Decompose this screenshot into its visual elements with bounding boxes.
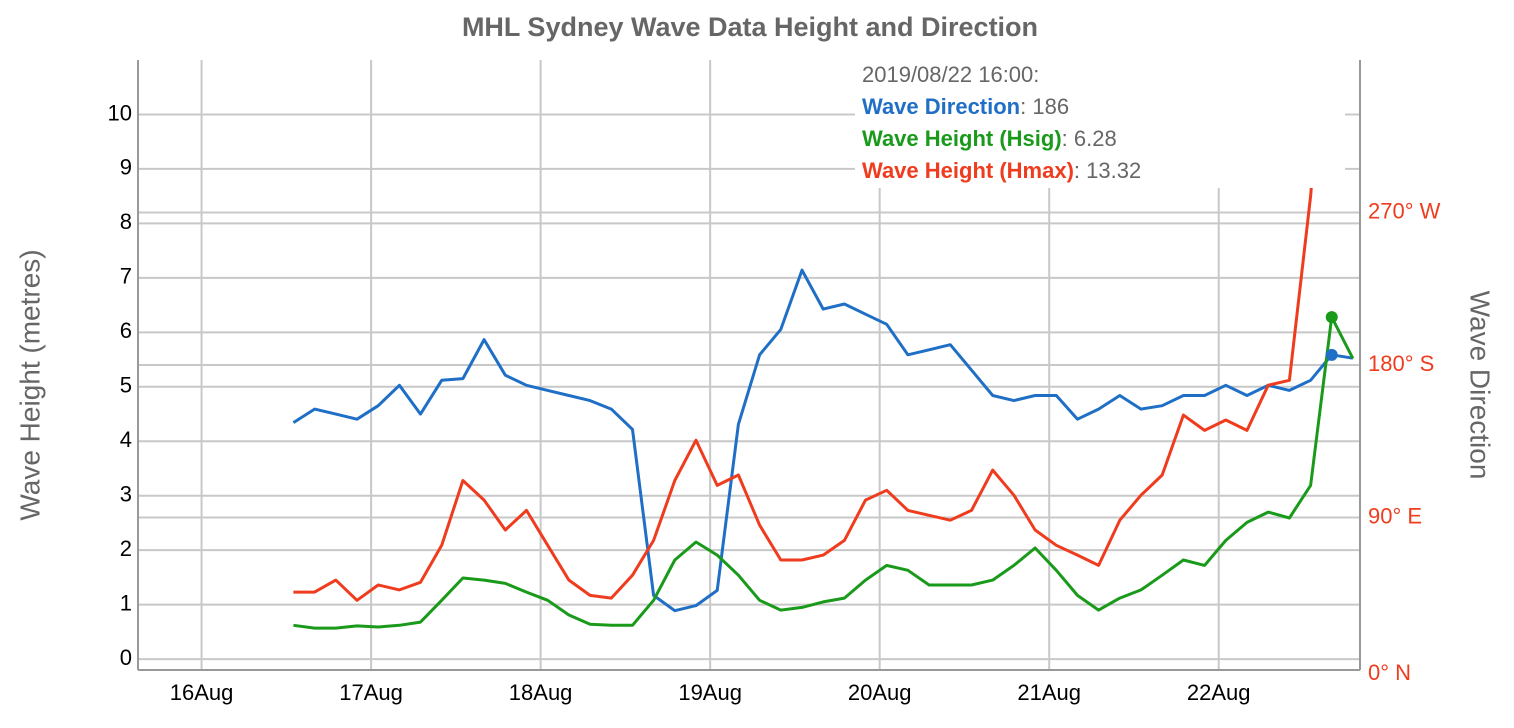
- tooltip-separator: :: [1074, 158, 1086, 183]
- y2-tick-label: 180° S: [1368, 351, 1434, 376]
- y-tick-label: 5: [120, 373, 132, 398]
- x-tick-label: 17Aug: [339, 680, 403, 705]
- y2-tick-label: 0° N: [1368, 660, 1411, 685]
- y-axis-title: Wave Height (metres): [14, 249, 45, 520]
- y-tick-label: 0: [120, 645, 132, 670]
- tooltip-entry: Wave Height (Hsig): 6.28: [862, 126, 1117, 151]
- tooltip-value: 186: [1032, 94, 1069, 119]
- plot-area: [292, 60, 1355, 630]
- y-tick-label: 6: [120, 318, 132, 343]
- chart-title: MHL Sydney Wave Data Height and Directio…: [462, 12, 1038, 42]
- series-line: [293, 315, 1355, 630]
- tooltip-separator: :: [1020, 94, 1032, 119]
- tooltip-series-name: Wave Height (Hsig): [862, 126, 1062, 151]
- tooltip-separator: :: [1062, 126, 1074, 151]
- y-tick-label: 2: [120, 536, 132, 561]
- series-line: [293, 60, 1324, 602]
- tooltip-series-name: Wave Direction: [862, 94, 1020, 119]
- axes: 0 1 2 3 4 5 6 7 8 9 10 0° N 90° E 180° S 270° W 16Aug 17…: [108, 60, 1441, 705]
- y-tick-label: 1: [120, 590, 132, 615]
- tooltip-series-name: Wave Height (Hmax): [862, 158, 1074, 183]
- y-tick-label: 8: [120, 209, 132, 234]
- y-tick-label: 7: [120, 264, 132, 289]
- y-tick-label: 3: [120, 482, 132, 507]
- series-line: [292, 268, 1354, 613]
- y2-tick-label: 90° E: [1368, 503, 1422, 528]
- x-tick-label: 19Aug: [678, 680, 742, 705]
- y-tick-label: 10: [108, 100, 132, 125]
- tooltip-value: 13.32: [1086, 158, 1141, 183]
- x-tick-label: 16Aug: [170, 680, 234, 705]
- x-tick-label: 20Aug: [848, 680, 912, 705]
- y2-tick-label: 270° W: [1368, 198, 1441, 223]
- tooltip-title: 2019/08/22 16:00:: [862, 62, 1039, 87]
- tooltip-entry: Wave Height (Hmax): 13.32: [862, 158, 1141, 183]
- x-tick-label: 21Aug: [1017, 680, 1081, 705]
- y2-axis-title: Wave Direction: [1465, 291, 1496, 480]
- x-tick-label: 18Aug: [509, 680, 573, 705]
- hover-marker: [1325, 348, 1338, 361]
- y-tick-label: 4: [120, 427, 132, 452]
- tooltip: 2019/08/22 16:00: Wave Direction: 186Wav…: [855, 56, 1345, 188]
- x-tick-label: 22Aug: [1187, 680, 1251, 705]
- hover-marker: [1325, 311, 1338, 324]
- tooltip-value: 6.28: [1074, 126, 1117, 151]
- tooltip-box: [855, 56, 1345, 188]
- y-tick-label: 9: [120, 155, 132, 180]
- tooltip-entry: Wave Direction: 186: [862, 94, 1069, 119]
